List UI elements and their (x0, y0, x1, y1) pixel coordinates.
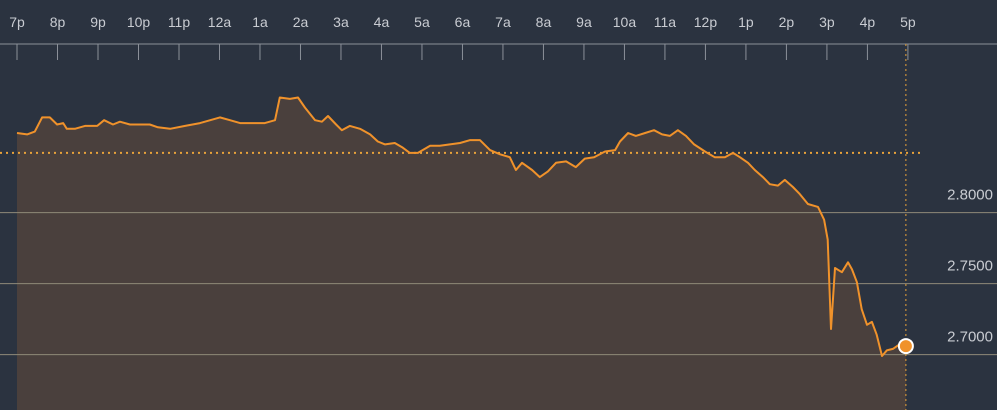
x-tick-label: 7p (9, 14, 25, 30)
x-tick-label: 2p (779, 14, 795, 30)
x-tick-label: 11p (168, 14, 191, 30)
x-tick-label: 12p (694, 14, 718, 30)
last-point (897, 338, 914, 355)
x-tick-label: 4p (860, 14, 876, 30)
y-tick-label: 2.7000 (947, 329, 993, 346)
x-tick-label: 2a (293, 14, 309, 30)
x-tick-label: 5p (900, 14, 916, 30)
x-tick-label: 1a (252, 14, 268, 30)
x-tick-label: 10p (127, 14, 151, 30)
x-tick-label: 3a (333, 14, 349, 30)
x-tick-label: 5a (414, 14, 430, 30)
x-tick-label: 1p (738, 14, 754, 30)
x-tick-label: 8a (536, 14, 552, 30)
x-tick-label: 12a (208, 14, 232, 30)
area (17, 97, 906, 410)
x-tick-label: 10a (613, 14, 637, 30)
x-tick-label: 4a (374, 14, 390, 30)
x-tick-label: 9p (90, 14, 106, 30)
x-tick-label: 11a (654, 14, 677, 30)
y-tick-label: 2.8000 (947, 187, 993, 204)
y-tick-label: 2.7500 (947, 258, 993, 275)
x-tick-label: 7a (495, 14, 511, 30)
x-tick-label: 9a (576, 14, 592, 30)
x-tick-label: 3p (819, 14, 835, 30)
x-tick-label: 6a (455, 14, 471, 30)
price-line (16, 96, 907, 357)
x-tick-label: 8p (50, 14, 66, 30)
